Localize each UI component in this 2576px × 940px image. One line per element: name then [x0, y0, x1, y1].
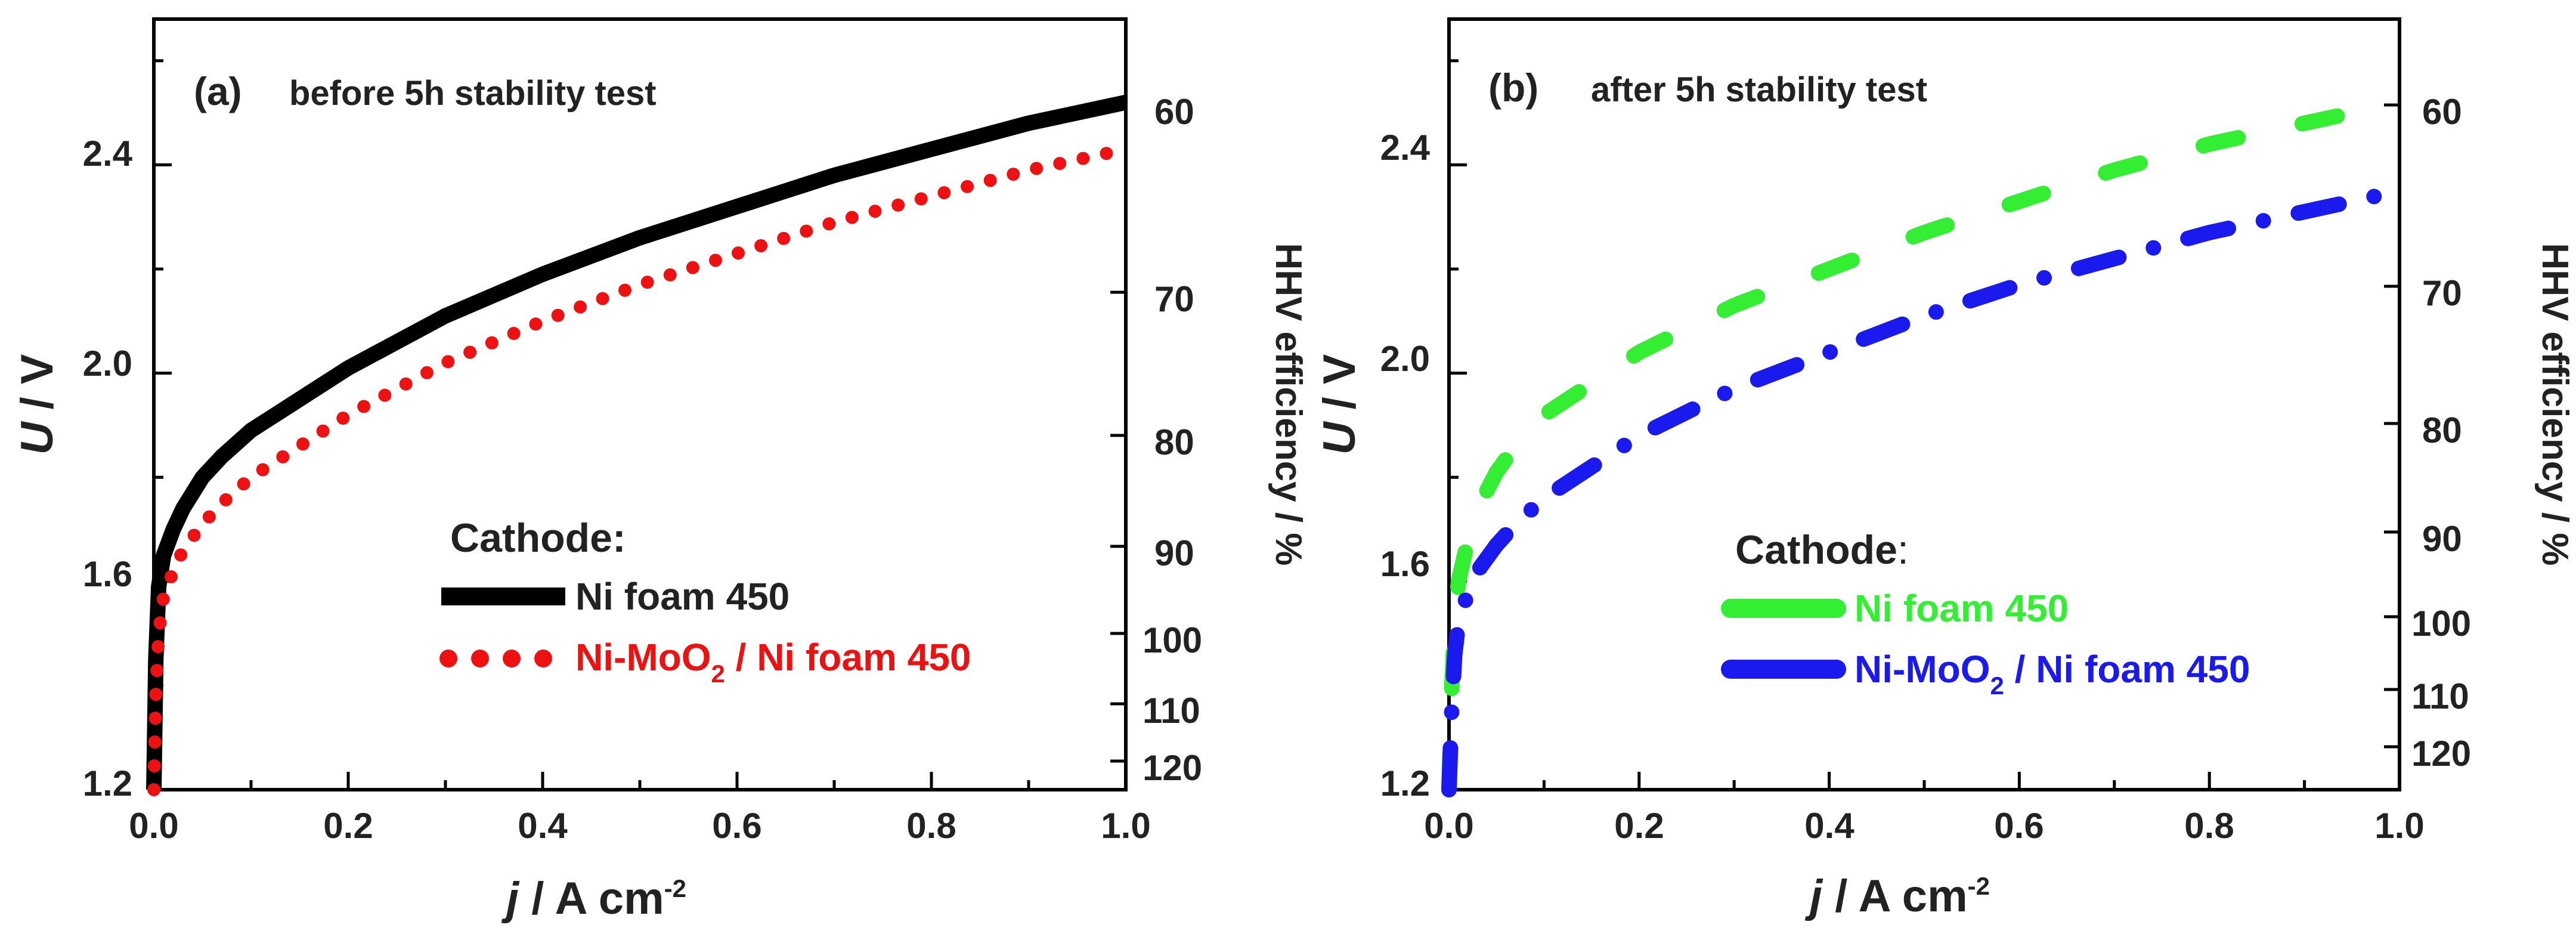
series-line-ni-moo2-ni-foam-450: [1441, 183, 2407, 797]
legend-title: Cathode:: [450, 515, 626, 561]
x-tick-label: 0.6: [712, 806, 761, 846]
y2-tick-label: 120: [1143, 748, 1202, 788]
panel-label: (a): [194, 69, 242, 113]
y2-tick-label: 60: [2422, 92, 2462, 132]
x-tick-label: 1.0: [2374, 806, 2424, 846]
y2-axis-label: HHV efficiency / %: [1268, 243, 1309, 566]
panel-note: after 5h stability test: [1591, 70, 1927, 109]
panel-b: 0.0 0.2 0.4 0.6 0.8 1.0 1.2 1.6 2.0 2.4 …: [1314, 17, 2575, 922]
x-tick-label: 1.0: [1101, 806, 1150, 846]
y-tick-label: 2.4: [1380, 128, 1431, 168]
x-tick-label: 0.4: [1804, 806, 1854, 846]
panel-label: (b): [1488, 66, 1538, 110]
legend-label: Ni foam 450: [1854, 587, 2069, 630]
y-tick-label: 2.0: [83, 344, 132, 384]
x-tick-label: 0.2: [1614, 806, 1664, 846]
y-tick-label: 1.6: [1380, 544, 1430, 584]
ticks-a: [152, 59, 1128, 791]
series-line-ni-foam-450: [1441, 94, 2407, 797]
x-axis-label: j / A cm-2: [501, 873, 686, 924]
legend-label: Ni-MoO2 / Ni foam 450: [1854, 648, 2250, 700]
legend-label: Ni-MoO2 / Ni foam 450: [575, 636, 971, 688]
y2-tick-label: 110: [2411, 676, 2469, 716]
y-tick-label: 1.2: [1380, 763, 1430, 803]
y2-tick-label: 70: [1154, 279, 1194, 319]
y2-tick-label: 100: [1143, 620, 1202, 660]
panel-note: before 5h stability test: [289, 74, 657, 113]
legend-label: Ni foam 450: [575, 575, 789, 618]
y2-tick-label: 100: [2411, 604, 2471, 644]
series-b: [1441, 94, 2407, 797]
panel-a: 0.0 0.2 0.4 0.6 0.8 1.0 1.2 1.6 2.0 2.4 …: [12, 17, 1309, 924]
y2-tick-label: 120: [2411, 734, 2471, 774]
y2-tick-label: 110: [1143, 691, 1200, 731]
y-tick-label: 1.6: [83, 554, 132, 594]
x-tick-label: 0.0: [129, 806, 178, 846]
y2-axis-label: HHV efficiency / %: [2534, 243, 2575, 566]
x-tick-label: 0.0: [1424, 806, 1473, 846]
x-tick-label: 0.6: [1994, 806, 2044, 846]
x-tick-label: 0.2: [323, 806, 373, 846]
series-line-ni-foam-450: [146, 94, 1128, 790]
series-a: [146, 94, 1132, 796]
y-tick-label: 2.0: [1380, 339, 1430, 379]
y2-tick-label: 80: [1154, 422, 1194, 462]
x-tick-label: 0.8: [906, 806, 956, 846]
x-axis-label: j / A cm-2: [1804, 871, 1990, 922]
y-tick-label: 1.2: [83, 763, 132, 803]
x-tick-label: 0.4: [518, 806, 568, 846]
legend: Cathode: Ni foam 450 Ni-MoO2 / Ni foam 4…: [439, 515, 971, 688]
y-axis-label: U / V: [12, 354, 63, 454]
y2-tick-label: 80: [2422, 410, 2462, 450]
y2-tick-label: 60: [1154, 92, 1194, 132]
y-axis-label: U / V: [1314, 354, 1365, 454]
y2-tick-label: 90: [1154, 533, 1194, 573]
legend: Cathode: Ni foam 450 Ni-MoO2 / Ni foam 4…: [1721, 527, 2250, 700]
y2-tick-label: 70: [2422, 273, 2462, 313]
y2-tick-label: 90: [2422, 519, 2462, 559]
x-tick-label: 0.8: [2184, 806, 2234, 846]
y-tick-label: 2.4: [83, 134, 133, 174]
series-line-ni-moo2-ni-foam-450: [147, 143, 1132, 796]
legend-title: Cathode:: [1735, 527, 1909, 573]
